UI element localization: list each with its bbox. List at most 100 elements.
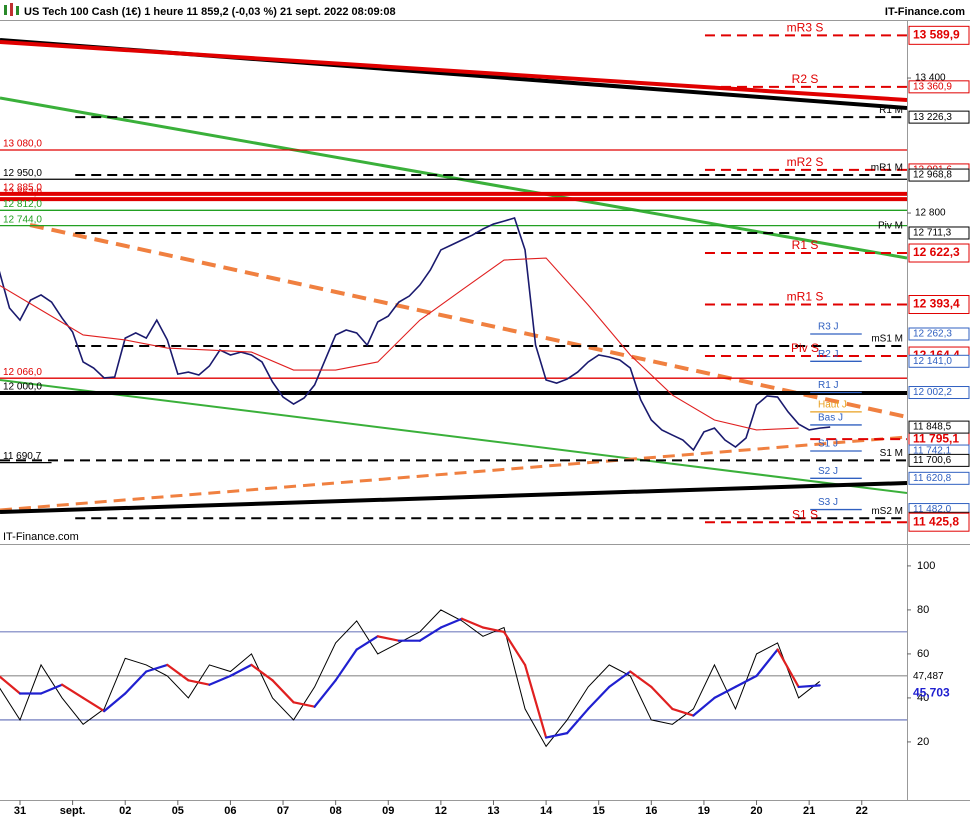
level-left-label: 12 066,0 <box>3 367 42 378</box>
last-price-box <box>908 420 970 434</box>
axis-label: 12 393,4 <box>913 297 960 311</box>
axis-label: 13 226,3 <box>913 112 952 123</box>
chart-title: US Tech 100 Cash (1€) 1 heure 11 859,2 (… <box>24 6 396 18</box>
signal-segment <box>124 670 148 695</box>
axis-label: 11 425,8 <box>913 514 959 528</box>
signal-segment <box>608 670 632 689</box>
x-tick-label: 15 <box>593 805 605 817</box>
signal-segment <box>39 683 64 695</box>
signal-segment <box>671 707 695 717</box>
axis-label-box <box>908 168 970 182</box>
signal-segment <box>650 685 674 711</box>
x-tick-label: 08 <box>330 805 342 817</box>
axis-label-box <box>908 512 970 532</box>
signal-segment <box>355 635 379 651</box>
level-left-label: 11 690,7 <box>3 451 42 462</box>
axis-label-box <box>908 25 970 45</box>
axis-label: 11 795,1 <box>913 431 959 445</box>
x-tick-label: 21 <box>803 805 815 817</box>
last-value-label: 47,487 <box>913 671 944 682</box>
axis-label-box <box>908 386 970 400</box>
x-tick-label: 06 <box>224 805 236 817</box>
last-value-label: 45,703 <box>913 686 950 700</box>
level-tag: R1 M <box>879 105 903 116</box>
axis-label: 11 620,8 <box>913 473 952 484</box>
level-tag: mS1 M <box>871 334 903 345</box>
y-tick-label: 60 <box>917 648 929 660</box>
signal-segment <box>755 648 779 678</box>
axis-label: 11 700,6 <box>913 455 952 466</box>
signal-segment <box>145 663 169 673</box>
watermark: IT-Finance.com <box>3 531 79 543</box>
level-tag: R1 S <box>792 238 819 252</box>
axis-label: 13 589,9 <box>913 27 960 41</box>
level-tag: Haut J <box>818 400 847 411</box>
icon <box>16 6 19 15</box>
signal-segment <box>292 701 316 708</box>
axis-label-box <box>908 354 970 368</box>
y-tick-label: 100 <box>917 560 935 572</box>
level-tag: mS2 M <box>871 506 903 517</box>
signal-segment <box>692 696 716 717</box>
level-left-label: 12 812,0 <box>3 199 42 210</box>
level-tag: S3 J <box>818 497 838 508</box>
level-tag: Bas J <box>818 413 843 424</box>
signal-segment <box>713 685 737 700</box>
signal-segment <box>460 617 485 629</box>
rsi-line <box>0 609 820 748</box>
x-tick-label: 09 <box>382 805 394 817</box>
signal-segment <box>0 675 22 695</box>
signal-segment <box>82 696 106 713</box>
level-left-label: 12 744,0 <box>3 214 42 225</box>
x-tick-label: 31 <box>14 805 26 817</box>
signal-segment <box>776 648 800 689</box>
signal-segment <box>334 648 358 682</box>
signal-segment <box>502 630 527 667</box>
y-tick-label: 12 800 <box>915 208 946 219</box>
axis-label-box <box>908 453 970 467</box>
level-left-label: 12 862,0 <box>3 188 42 199</box>
trendline <box>0 40 907 102</box>
signal-segment <box>587 685 611 711</box>
signal-segment <box>166 663 190 682</box>
axis-label: 12 141,0 <box>913 356 952 367</box>
level-tag: S1 M <box>880 448 903 459</box>
level-tag: mR1 M <box>871 163 903 174</box>
level-left-label: 12 885,0 <box>3 183 42 194</box>
signal-segment <box>629 670 653 689</box>
level-tag: Piv S <box>791 341 819 355</box>
x-tick-label: 22 <box>856 805 868 817</box>
axis-label-box <box>908 226 970 240</box>
y-tick-label: 40 <box>917 692 929 704</box>
trendline <box>0 96 907 260</box>
x-tick-label: 05 <box>172 805 184 817</box>
level-left-label: 12 950,0 <box>3 168 42 179</box>
y-tick-label: 80 <box>917 604 929 616</box>
level-tag: Piv M <box>878 221 903 232</box>
level-left-label: 12 000,0 <box>3 382 42 393</box>
level-tag: mR1 S <box>787 290 824 304</box>
signal-segment <box>523 663 548 739</box>
signal-segment <box>797 684 821 689</box>
signal-segment <box>60 683 85 700</box>
level-tag: mR2 S <box>787 155 824 169</box>
axis-label: 12 262,3 <box>913 329 952 340</box>
trendline <box>0 481 907 514</box>
axis-label: 11 742,1 <box>913 446 952 457</box>
x-tick-label: 19 <box>698 805 710 817</box>
level-tag: S2 J <box>818 466 838 477</box>
trendline <box>29 223 907 419</box>
icon <box>10 3 13 16</box>
level-tag: R2 S <box>792 72 819 86</box>
icon <box>4 5 7 15</box>
x-tick-label: sept. <box>60 805 86 817</box>
level-tag: R3 J <box>818 322 839 333</box>
signal-segment <box>271 679 295 704</box>
axis-label-box <box>908 80 970 94</box>
signal-segment <box>313 679 337 708</box>
axis-label: 12 711,3 <box>913 228 952 239</box>
axis-label: 12 968,8 <box>913 170 952 181</box>
